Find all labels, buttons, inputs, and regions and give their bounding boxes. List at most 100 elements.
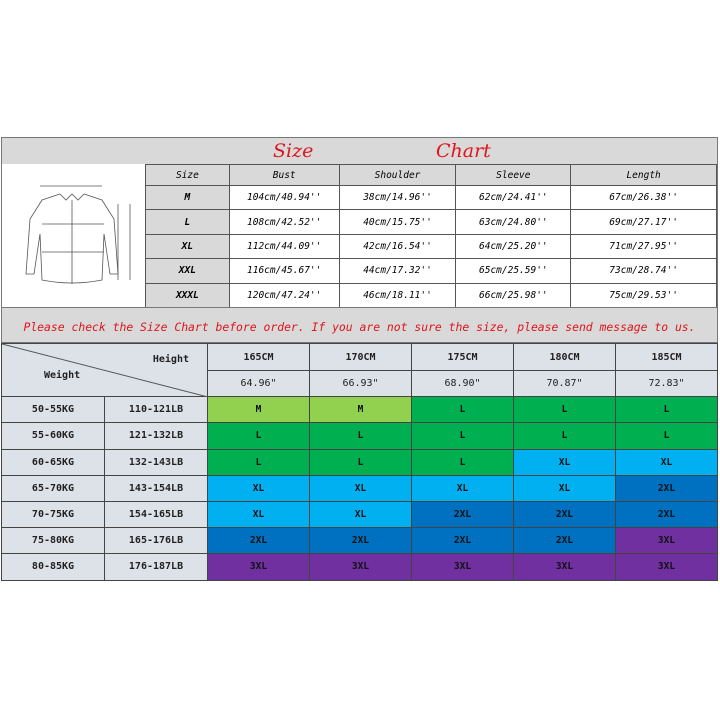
measurement-value: 42cm/16.54'' xyxy=(338,233,457,260)
recommended-size-cell: L xyxy=(411,448,514,476)
recommended-size-cell: XL xyxy=(615,448,718,476)
recommended-size-cell: XL xyxy=(513,474,616,502)
weight-lb: 121-132LB xyxy=(104,422,208,450)
measurement-row: M 104cm/40.94'' 38cm/14.96'' 62cm/24.41'' 67… xyxy=(145,184,717,211)
corner-weight-label: Weight xyxy=(44,370,81,381)
header-bust: Bust xyxy=(228,164,340,186)
recommended-size-cell: 3XL xyxy=(513,553,616,581)
measurement-value: 108cm/42.52'' xyxy=(228,209,340,235)
recommended-size-cell: 2XL xyxy=(207,527,310,555)
grid-row: 75-80KG 165-176LB 2XL 2XL 2XL 2XL 3XL xyxy=(1,527,718,555)
recommended-size-cell: 2XL xyxy=(411,527,514,555)
measurement-value: 73cm/28.74'' xyxy=(570,258,717,284)
measurement-value: 112cm/44.09'' xyxy=(228,233,340,260)
measurement-value: 69cm/27.17'' xyxy=(570,209,717,235)
size-note: Please check the Size Chart before order… xyxy=(2,307,717,345)
measurement-value: 62cm/24.41'' xyxy=(455,184,572,211)
recommended-size-cell: 3XL xyxy=(411,553,514,581)
measurement-header-row: Size Bust Shoulder Sleeve Length xyxy=(145,164,717,186)
weight-lb: 165-176LB xyxy=(104,527,208,555)
recommended-size-cell: L xyxy=(207,422,310,450)
recommended-size-cell: XL xyxy=(207,474,310,502)
grid-row: 60-65KG 132-143LB L L L XL XL xyxy=(1,448,718,476)
height-in: 72.83" xyxy=(615,369,718,398)
measurement-value: 44cm/17.32'' xyxy=(338,258,457,284)
header-size: Size xyxy=(145,164,230,186)
measurement-value: 66cm/25.98'' xyxy=(455,282,572,308)
recommended-size-cell: L xyxy=(309,448,412,476)
weight-lb: 132-143LB xyxy=(104,448,208,476)
corner-height-label: Height xyxy=(152,354,189,365)
height-cm: 185CM xyxy=(615,343,718,371)
recommended-size-cell: 2XL xyxy=(513,500,616,529)
measurement-row: XXXL 120cm/47.24'' 46cm/18.11'' 66cm/25.98'… xyxy=(145,282,717,308)
measurement-table: Size Bust Shoulder Sleeve Length M 104cm/… xyxy=(145,164,717,308)
measurement-value: 67cm/26.38'' xyxy=(570,184,717,211)
measurement-value: 75cm/29.53'' xyxy=(570,282,717,308)
height-in: 64.96" xyxy=(207,369,310,398)
measurement-value: 40cm/15.75'' xyxy=(338,209,457,235)
recommended-size-cell: L xyxy=(411,422,514,450)
height-cm: 175CM xyxy=(411,343,514,371)
size-label: M xyxy=(145,184,230,211)
recommended-size-cell: XL xyxy=(309,500,412,529)
recommended-size-cell: 3XL xyxy=(615,553,718,581)
recommended-size-cell: XL xyxy=(207,500,310,529)
height-cm: 180CM xyxy=(513,343,616,371)
measurement-row: XXL 116cm/45.67'' 44cm/17.32'' 65cm/25.59''… xyxy=(145,258,717,284)
height-cm: 165CM xyxy=(207,343,310,371)
weight-lb: 154-165LB xyxy=(104,500,208,529)
recommended-size-cell: 2XL xyxy=(309,527,412,555)
recommended-size-cell: L xyxy=(513,422,616,450)
grid-row: 70-75KG 154-165LB XL XL 2XL 2XL 2XL xyxy=(1,500,718,529)
title-chart: Chart xyxy=(436,140,491,162)
weight-kg: 70-75KG xyxy=(1,500,105,529)
header-length: Length xyxy=(570,164,717,186)
recommended-size-cell: XL xyxy=(411,474,514,502)
recommended-size-cell: L xyxy=(615,422,718,450)
header-shoulder: Shoulder xyxy=(338,164,457,186)
size-label: XXL xyxy=(145,258,230,284)
header-sleeve: Sleeve xyxy=(455,164,572,186)
recommended-size-cell: XL xyxy=(513,448,616,476)
weight-kg: 80-85KG xyxy=(1,553,105,581)
recommended-size-cell: 2XL xyxy=(615,474,718,502)
grid-row: 50-55KG 110-121LB M M L L L xyxy=(1,396,718,424)
recommended-size-cell: 2XL xyxy=(615,500,718,529)
grid-row: 65-70KG 143-154LB XL XL XL XL 2XL xyxy=(1,474,718,502)
recommended-size-cell: 2XL xyxy=(513,527,616,555)
measurement-value: 104cm/40.94'' xyxy=(228,184,340,211)
title-size: Size xyxy=(273,140,314,162)
height-in: 68.90" xyxy=(411,369,514,398)
measurement-value: 71cm/27.95'' xyxy=(570,233,717,260)
height-cm: 170CM xyxy=(309,343,412,371)
recommended-size-cell: 3XL xyxy=(207,553,310,581)
recommended-size-cell: 3XL xyxy=(615,527,718,555)
weight-kg: 60-65KG xyxy=(1,448,105,476)
measurement-value: 116cm/45.67'' xyxy=(228,258,340,284)
weight-lb: 110-121LB xyxy=(104,396,208,424)
grid-row: 55-60KG 121-132LB L L L L L xyxy=(1,422,718,450)
recommended-size-cell: 2XL xyxy=(411,500,514,529)
recommended-size-cell: XL xyxy=(309,474,412,502)
measurement-value: 120cm/47.24'' xyxy=(228,282,340,308)
recommended-size-cell: 3XL xyxy=(309,553,412,581)
measurement-value: 46cm/18.11'' xyxy=(338,282,457,308)
height-in: 70.87" xyxy=(513,369,616,398)
shirt-measurement-diagram-icon xyxy=(2,164,146,307)
size-label: XXXL xyxy=(145,282,230,308)
recommended-size-cell: L xyxy=(615,396,718,424)
recommended-size-cell: L xyxy=(411,396,514,424)
height-in: 66.93" xyxy=(309,369,412,398)
size-label: L xyxy=(145,209,230,235)
measurement-value: 38cm/14.96'' xyxy=(338,184,457,211)
weight-kg: 50-55KG xyxy=(1,396,105,424)
weight-lb: 143-154LB xyxy=(104,474,208,502)
measurement-value: 64cm/25.20'' xyxy=(455,233,572,260)
size-chart-title: Size Chart xyxy=(2,138,717,165)
recommended-size-cell: M xyxy=(309,396,412,424)
measurement-row: L 108cm/42.52'' 40cm/15.75'' 63cm/24.80'' 69… xyxy=(145,209,717,235)
measurement-value: 65cm/25.59'' xyxy=(455,258,572,284)
weight-lb: 176-187LB xyxy=(104,553,208,581)
size-label: XL xyxy=(145,233,230,260)
